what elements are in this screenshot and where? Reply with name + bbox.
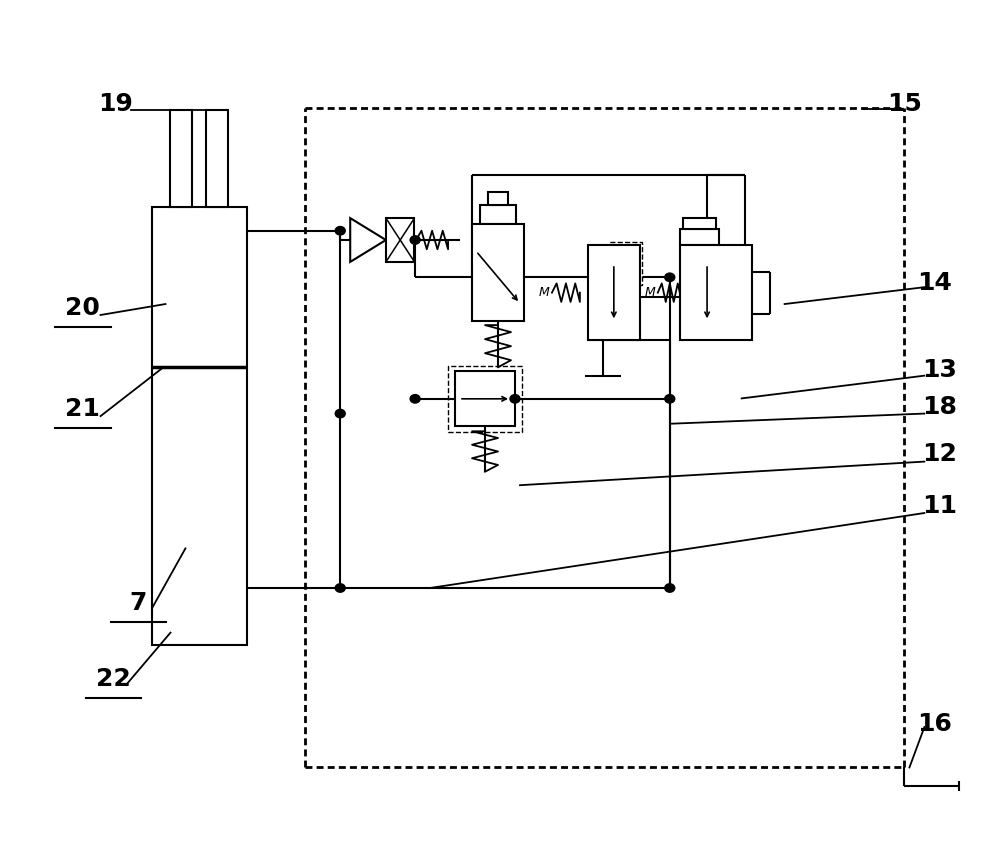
- Text: M: M: [644, 286, 655, 299]
- Circle shape: [665, 273, 675, 282]
- Circle shape: [335, 409, 345, 418]
- Bar: [455, 371, 515, 426]
- Text: 16: 16: [917, 711, 952, 736]
- Circle shape: [410, 235, 420, 244]
- Bar: [480, 205, 516, 224]
- Circle shape: [335, 226, 345, 235]
- Bar: [170, 111, 192, 207]
- Bar: [683, 219, 716, 229]
- Circle shape: [410, 395, 420, 403]
- Text: 11: 11: [922, 495, 957, 518]
- Text: 18: 18: [922, 395, 957, 419]
- Text: 12: 12: [922, 442, 957, 466]
- Text: M: M: [539, 286, 549, 299]
- Text: 14: 14: [917, 271, 952, 295]
- Text: 7: 7: [130, 591, 147, 615]
- Bar: [680, 245, 752, 340]
- Circle shape: [665, 584, 675, 592]
- Circle shape: [335, 584, 345, 592]
- Circle shape: [665, 395, 675, 403]
- Bar: [488, 192, 508, 205]
- Bar: [386, 218, 414, 262]
- Text: 22: 22: [96, 667, 131, 691]
- Text: 21: 21: [65, 398, 100, 421]
- Bar: [472, 224, 524, 321]
- Bar: [448, 365, 522, 432]
- Text: 15: 15: [887, 92, 922, 116]
- Bar: [206, 111, 228, 207]
- Text: 13: 13: [922, 358, 957, 381]
- Text: 19: 19: [98, 92, 133, 116]
- Bar: [680, 229, 719, 245]
- Bar: [152, 207, 247, 646]
- Circle shape: [510, 395, 520, 403]
- Bar: [609, 241, 642, 285]
- Text: 20: 20: [65, 296, 100, 320]
- Bar: [588, 245, 640, 340]
- Polygon shape: [350, 218, 386, 262]
